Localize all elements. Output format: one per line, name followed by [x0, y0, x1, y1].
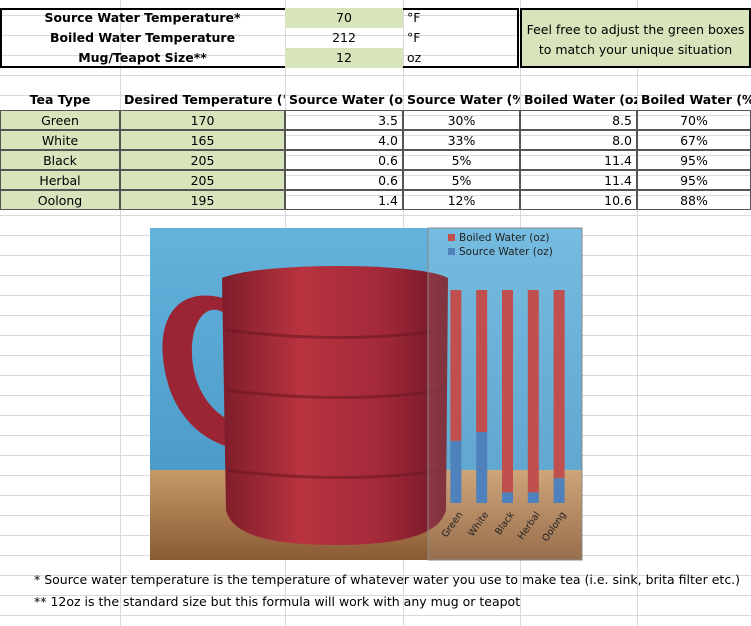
input-unit: °F — [407, 30, 421, 45]
bar-segment — [476, 432, 488, 503]
table-cell: 0.6 — [285, 150, 403, 170]
table-cell: 30% — [403, 110, 520, 130]
table-cell: 8.0 — [520, 130, 637, 150]
legend-swatch — [448, 234, 455, 241]
table-cell: 4.0 — [285, 130, 403, 150]
input-label: Mug/Teapot Size** — [78, 50, 207, 65]
bar-segment — [450, 440, 462, 503]
table-cell: 195 — [120, 190, 285, 210]
table-cell: Herbal — [0, 170, 120, 190]
column-header: Boiled Water (oz) — [524, 92, 637, 107]
legend-label: Boiled Water (oz) — [459, 232, 549, 244]
column-header: Desired Temperature (°F) — [124, 92, 285, 107]
table-cell: 170 — [120, 110, 285, 130]
input-block — [0, 8, 519, 68]
table-cell: 0.6 — [285, 170, 403, 190]
input-value: 212 — [332, 30, 356, 45]
input-unit: oz — [407, 50, 422, 65]
table-cell: 5% — [403, 150, 520, 170]
table-cell: 12% — [403, 190, 520, 210]
bar-segment — [553, 290, 565, 479]
legend-swatch — [448, 248, 455, 255]
table-cell: 3.5 — [285, 110, 403, 130]
column-line — [637, 0, 638, 626]
footnote: * Source water temperature is the temper… — [34, 572, 741, 587]
table-cell: 88% — [637, 190, 751, 210]
table-cell: 205 — [120, 170, 285, 190]
legend-label: Source Water (oz) — [459, 246, 553, 258]
table-cell: 70% — [637, 110, 751, 130]
bar-segment — [476, 290, 488, 432]
column-line — [120, 0, 121, 626]
table-cell: 95% — [637, 170, 751, 190]
table-cell: Green — [0, 110, 120, 130]
bar-segment — [527, 492, 539, 503]
column-header: Tea Type — [29, 92, 91, 107]
table-cell: 11.4 — [520, 170, 637, 190]
table-cell: 5% — [403, 170, 520, 190]
table-cell: Black — [0, 150, 120, 170]
note-line: to match your unique situation — [538, 42, 733, 57]
table-cell: 8.5 — [520, 110, 637, 130]
input-unit: °F — [407, 10, 421, 25]
table-cell: 67% — [637, 130, 751, 150]
column-header: Boiled Water (%) — [641, 92, 751, 107]
bar-segment — [502, 492, 513, 503]
table-cell: 1.4 — [285, 190, 403, 210]
table-cell: 10.6 — [520, 190, 637, 210]
table-cell: 165 — [120, 130, 285, 150]
input-value: 12 — [285, 48, 403, 68]
column-header: Source Water (oz) — [289, 92, 403, 107]
input-value: 70 — [285, 8, 403, 28]
bar-segment — [527, 290, 539, 493]
table-cell: 11.4 — [520, 150, 637, 170]
table-cell: Oolong — [0, 190, 120, 210]
bar-segment — [553, 478, 565, 503]
input-label: Source Water Temperature* — [44, 10, 241, 25]
table-cell: 205 — [120, 150, 285, 170]
note-box: Feel free to adjust the green boxes to ma… — [520, 8, 751, 68]
note-line: Feel free to adjust the green boxes — [526, 22, 745, 37]
table-cell: White — [0, 130, 120, 150]
column-header: Source Water (%) — [407, 92, 520, 107]
footnote: ** 12oz is the standard size but this fo… — [34, 594, 521, 609]
table-cell: 95% — [637, 150, 751, 170]
input-label: Boiled Water Temperature — [49, 30, 236, 45]
table-cell: 33% — [403, 130, 520, 150]
bar-segment — [450, 290, 462, 441]
bar-segment — [502, 290, 513, 493]
